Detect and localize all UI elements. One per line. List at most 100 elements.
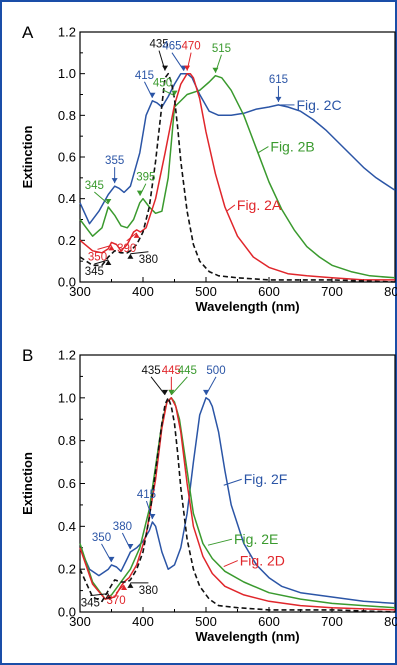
y-tick-label: 1.2 [58, 25, 76, 40]
peak-arrow [171, 52, 185, 71]
peak-arrowhead [127, 253, 134, 259]
x-tick-label: 500 [195, 614, 217, 629]
y-axis-label: Extinction [20, 452, 35, 515]
y-tick-label: 0.8 [58, 108, 76, 123]
peak-arrow [162, 89, 175, 97]
peak-arrowhead [275, 96, 282, 102]
peak-arrowhead [168, 389, 175, 395]
peak-label: 380 [139, 585, 158, 597]
peak-label: 380 [139, 254, 158, 266]
peak-arrow [170, 376, 188, 396]
legend-leader [223, 560, 238, 568]
panel-label: A [22, 23, 34, 42]
legend-label: Fig. 2A [237, 197, 282, 213]
peak-label: 350 [92, 532, 111, 544]
peak-label: 415 [135, 70, 154, 82]
peak-arrow [94, 259, 109, 265]
peak-arrowhead [212, 67, 219, 73]
peak-arrowhead [121, 585, 128, 591]
peak-label: 445 [178, 365, 197, 377]
peak-arrow [150, 376, 166, 396]
series-line-fig-2d [79, 397, 396, 611]
legend-label: Fig. 2D [240, 553, 285, 569]
peak-arrowhead [127, 544, 134, 550]
x-tick-label: 700 [321, 614, 343, 629]
x-axis-label: Wavelength (nm) [195, 299, 299, 314]
peak-arrowhead [105, 260, 112, 265]
x-axis-label: Wavelength (nm) [195, 629, 299, 644]
legend-label: Fig. 2C [296, 97, 341, 113]
x-tick-label: 400 [132, 284, 154, 299]
peak-label: 615 [269, 74, 288, 86]
peak-arrow [90, 593, 109, 597]
series-line-fig-2e [79, 397, 396, 609]
series-line-fig-2b [79, 74, 396, 279]
x-tick-label: 800 [384, 614, 397, 629]
peak-arrowhead [105, 593, 112, 599]
peak-arrow [126, 232, 138, 242]
peak-label: 445 [162, 365, 181, 377]
legend-leader [258, 146, 269, 154]
peak-label: 435 [141, 365, 160, 377]
y-tick-label: 0.6 [58, 476, 76, 491]
legend-label: Fig. 2B [270, 139, 314, 155]
peak-arrow [115, 584, 125, 594]
legend-leader [226, 204, 236, 212]
panel-a: A 300 400 500 600 700 800 0.0 0.2 0.4 0.6 0.8 1.0 1.2… [20, 23, 397, 314]
x-tick-label: 300 [69, 284, 91, 299]
peak-arrowhead [111, 178, 118, 184]
peak-arrowhead [162, 65, 169, 71]
x-tick-label: 600 [258, 284, 280, 299]
legend-label: Fig. 2F [244, 471, 288, 487]
peak-label: 345 [85, 266, 104, 278]
x-tick-label: 600 [258, 614, 280, 629]
legend-label: Fig. 2E [234, 531, 278, 547]
peak-arrow [130, 251, 149, 255]
peak-arrowhead [149, 92, 156, 98]
y-tick-label: 0.8 [58, 433, 76, 448]
peak-label: 370 [107, 595, 126, 607]
series-line-fig-2a [79, 72, 395, 281]
y-tick-label: 0.4 [58, 519, 76, 534]
y-tick-label: 0.0 [58, 275, 76, 290]
panel-b: B 300 400 500 600 700 800 0.0 0.2 0.4 0.6 0.8 1.0 1.2… [20, 346, 397, 644]
y-tick-label: 0.4 [58, 191, 76, 206]
peak-arrowhead [127, 582, 134, 588]
peak-label: 345 [85, 180, 104, 192]
peak-arrowhead [108, 245, 115, 251]
peak-arrowhead [105, 199, 112, 204]
peak-label: 380 [113, 521, 132, 533]
peak-arrowhead [136, 190, 143, 196]
peak-arrow [97, 244, 112, 250]
panel-label: B [22, 346, 33, 365]
x-tick-label: 300 [69, 614, 91, 629]
x-tick-label: 400 [132, 614, 154, 629]
series-line-fig-2f [79, 397, 396, 605]
y-tick-label: 0.2 [58, 233, 76, 248]
x-tick-label: 800 [384, 284, 397, 299]
peak-arrowhead [149, 514, 156, 520]
peak-label: 415 [137, 489, 156, 501]
peak-arrowhead [184, 65, 191, 71]
y-axis-label: Extinction [20, 126, 35, 189]
peak-label: 355 [105, 155, 124, 167]
y-tick-label: 0.2 [58, 562, 76, 577]
peak-arrowhead [162, 389, 169, 395]
peak-label: 465 [162, 41, 181, 53]
x-tick-label: 700 [321, 284, 343, 299]
y-tick-label: 1.0 [58, 390, 76, 405]
y-tick-label: 1.2 [58, 348, 76, 363]
peak-label: 350 [88, 251, 107, 263]
y-tick-label: 0.0 [58, 605, 76, 620]
legend-leader [223, 478, 242, 486]
series-line-fig-2c [79, 72, 396, 225]
peak-label: 450 [153, 78, 172, 90]
peak-label: 515 [212, 43, 231, 55]
peak-arrowhead [108, 556, 115, 562]
y-tick-label: 1.0 [58, 66, 76, 81]
peak-arrowhead [203, 389, 209, 395]
y-tick-label: 0.6 [58, 150, 76, 165]
peak-label: 470 [182, 41, 201, 53]
